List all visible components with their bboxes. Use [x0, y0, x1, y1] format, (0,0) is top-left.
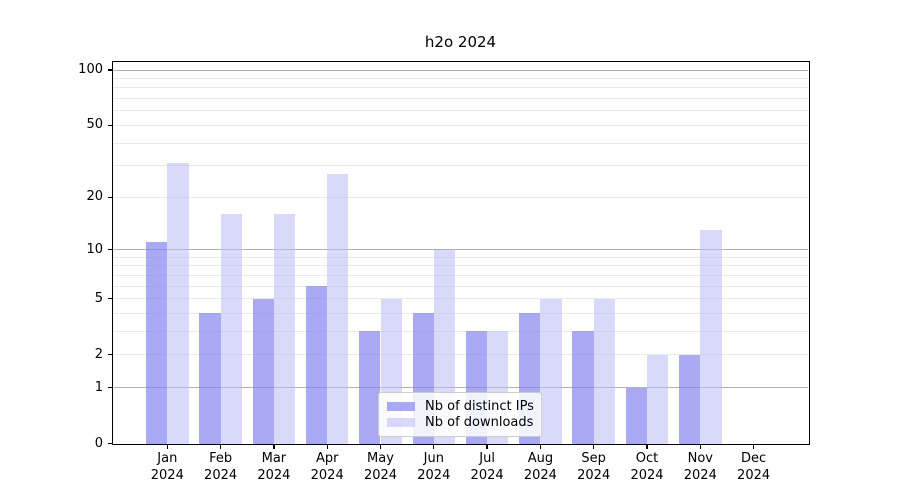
bar-downloads-oct	[647, 354, 669, 444]
x-tick-oct	[646, 445, 648, 450]
x-tick-jul	[486, 445, 488, 450]
minor-gridline-30	[113, 165, 809, 167]
x-tick-year-nov: 2024	[683, 468, 717, 483]
x-tick-nov	[699, 445, 701, 450]
x-tick-label-nov: Nov 2024	[660, 450, 740, 484]
y-tick-5	[107, 297, 112, 300]
y-tick-0	[107, 443, 112, 445]
x-tick-year-jun: 2024	[417, 468, 451, 483]
major-gridline-100	[113, 69, 809, 71]
legend-item-distinct-ips: Nb of distinct IPs	[387, 398, 534, 415]
y-tick-2	[107, 354, 112, 356]
minor-gridline-8	[113, 265, 809, 267]
y-tick-label-20: 20	[86, 189, 103, 205]
minor-gridline-3	[113, 330, 809, 332]
bar-distinct-ips-nov	[679, 354, 701, 444]
x-tick-year-feb: 2024	[204, 468, 238, 483]
x-tick-label-dec: Dec 2024	[714, 450, 794, 484]
x-tick-label-jan: Jan 2024	[127, 450, 207, 484]
minor-gridline-60	[113, 110, 809, 112]
axes-spines	[111, 60, 810, 446]
x-tick-aug	[539, 445, 542, 450]
x-tick-year-dec: 2024	[737, 468, 771, 483]
y-tick-label-10: 10	[86, 241, 103, 257]
x-tick-mar	[273, 445, 275, 450]
x-tick-jan	[166, 445, 168, 450]
x-tick-year-jul: 2024	[470, 468, 504, 483]
bar-downloads-feb	[220, 214, 242, 444]
y-tick-label-50: 50	[86, 117, 103, 133]
x-tick-label-feb: Feb 2024	[181, 450, 261, 484]
x-tick-label-apr: Apr 2024	[287, 450, 367, 484]
minor-gridline-4	[113, 312, 809, 314]
x-tick-apr	[326, 445, 328, 450]
chart-title: h2o 2024	[424, 33, 497, 51]
x-tick-feb	[219, 445, 222, 450]
bar-distinct-ips-apr	[305, 286, 328, 444]
x-tick-dec	[752, 445, 755, 450]
major-gridline-10	[113, 249, 809, 251]
x-tick-year-sep: 2024	[577, 468, 611, 483]
x-tick-jun	[433, 445, 435, 450]
bar-distinct-ips-jan	[146, 242, 168, 444]
x-tick-label-jul: Jul 2024	[447, 450, 527, 484]
minor-gridline-50	[113, 124, 809, 126]
x-tick-year-apr: 2024	[310, 468, 344, 483]
y-tick-label-100: 100	[78, 62, 103, 77]
major-gridline-1	[113, 387, 809, 389]
bar-distinct-ips-mar	[252, 298, 274, 444]
minor-gridline-7	[113, 274, 809, 276]
bar-downloads-sep	[593, 298, 615, 444]
bar-downloads-mar	[273, 214, 296, 444]
y-tick-label-5: 5	[94, 290, 103, 306]
legend-swatch-distinct-ips-icon	[387, 401, 415, 411]
legend: Nb of distinct IPs Nb of downloads	[378, 392, 542, 437]
bar-distinct-ips-sep	[572, 331, 594, 444]
bar-distinct-ips-oct	[625, 387, 647, 444]
y-tick-100	[107, 69, 112, 71]
bar-distinct-ips-may	[359, 331, 381, 444]
minor-gridline-5	[113, 298, 809, 300]
minor-gridline-6	[113, 285, 809, 287]
bar-downloads-nov	[700, 230, 722, 444]
x-tick-year-mar: 2024	[257, 468, 291, 483]
y-tick-10	[107, 248, 112, 251]
y-tick-1	[107, 386, 112, 389]
minor-gridline-90	[113, 77, 809, 79]
y-tick-label-2: 2	[94, 346, 103, 362]
bar-downloads-jan	[167, 163, 189, 444]
bar-distinct-ips-feb	[199, 313, 221, 444]
y-tick-50	[107, 124, 112, 126]
x-tick-sep	[593, 445, 595, 450]
x-tick-label-jun: Jun 2024	[394, 450, 474, 484]
legend-swatch-downloads-icon	[387, 418, 415, 428]
x-tick-label-may: May 2024	[341, 450, 421, 484]
x-tick-label-sep: Sep 2024	[554, 450, 634, 484]
y-tick-20	[107, 196, 112, 198]
x-tick-year-aug: 2024	[523, 468, 557, 483]
minor-gridline-40	[113, 142, 809, 144]
x-tick-label-mar: Mar 2024	[234, 450, 314, 484]
minor-gridline-9	[113, 256, 809, 258]
legend-label-distinct-ips: Nb of distinct IPs	[425, 398, 534, 414]
legend-item-downloads: Nb of downloads	[387, 415, 533, 432]
bar-downloads-apr	[327, 173, 349, 444]
x-tick-year-jan: 2024	[150, 468, 184, 483]
y-tick-label-0: 0	[94, 435, 103, 451]
minor-gridline-70	[113, 98, 809, 100]
minor-gridline-2	[113, 354, 809, 356]
x-tick-year-may: 2024	[363, 468, 398, 483]
x-tick-label-oct: Oct 2024	[607, 450, 687, 484]
minor-gridline-80	[113, 87, 809, 89]
minor-gridline-20	[113, 196, 809, 198]
bar-downloads-aug	[540, 298, 562, 444]
legend-label-downloads: Nb of downloads	[425, 415, 534, 431]
x-tick-label-aug: Aug 2024	[500, 450, 580, 484]
x-tick-may	[379, 445, 382, 450]
x-tick-year-oct: 2024	[630, 468, 664, 483]
y-tick-label-1: 1	[94, 379, 103, 395]
